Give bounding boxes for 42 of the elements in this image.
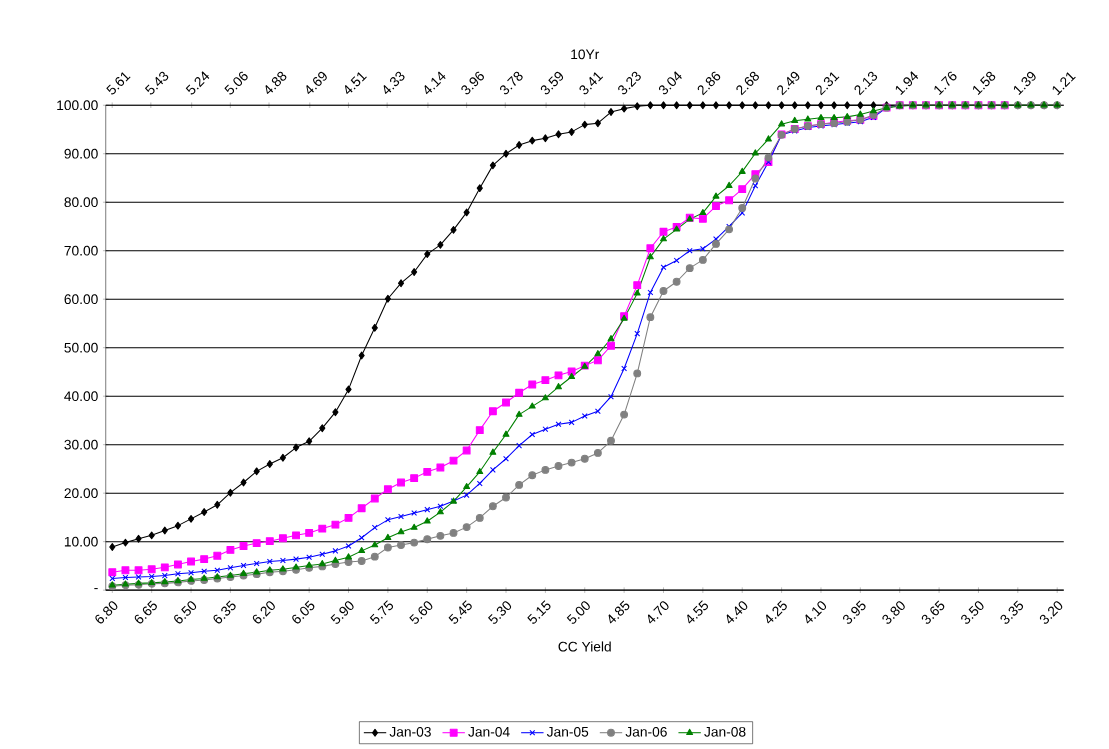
x2-tick-label: 4.51 (344, 72, 367, 95)
y-tick-label: - (94, 588, 98, 590)
legend-label: Jan-05 (546, 727, 589, 737)
x-tick-label: 4.10 (805, 601, 827, 624)
x2-tick-label: 1.39 (1013, 72, 1036, 96)
x-tick-label: 6.50 (174, 601, 197, 624)
y-tick-label: 100.00 (57, 100, 98, 111)
x-tick-label: 6.20 (252, 601, 275, 624)
x-tick-label: 5.00 (566, 601, 590, 625)
y-tick-label: 90.00 (64, 149, 98, 159)
y-tick-label: 80.00 (64, 197, 98, 208)
y-tick-label: 60.00 (64, 294, 98, 305)
y-tick-label: 70.00 (64, 246, 98, 256)
x-axis-title: CC Yield (558, 641, 611, 652)
legend-label: Jan-03 (389, 727, 431, 737)
x-tick-label: 4.40 (726, 601, 748, 624)
x2-tick-label: 2.31 (815, 72, 840, 96)
x2-tick-label: 1.21 (1052, 72, 1076, 96)
y-tick-label: 50.00 (64, 343, 98, 353)
x2-tick-label: 4.69 (306, 72, 327, 95)
x2-axis-title: 10Yr (571, 49, 600, 60)
x2-tick-label: 4.14 (424, 71, 446, 95)
x2-tick-label: 5.61 (106, 72, 131, 95)
x-tick-label: 6.65 (134, 600, 157, 624)
x-tick-label: 4.70 (647, 601, 669, 624)
x2-tick-label: 4.88 (265, 71, 287, 95)
x-tick-label: 5.90 (330, 601, 354, 625)
x2-tick-label: 4.33 (383, 71, 405, 95)
legend-label: Jan-06 (625, 727, 667, 737)
legend-label: Jan-04 (468, 727, 510, 737)
y-tick-label: 40.00 (64, 391, 98, 402)
x-tick-label: 5.60 (409, 601, 433, 625)
x-tick-label: 3.20 (1039, 601, 1063, 625)
x-tick-label: 6.80 (95, 601, 118, 624)
y-tick-label: 30.00 (64, 440, 98, 450)
x2-tick-label: 3.41 (579, 72, 604, 95)
y-tick-label: 10.00 (64, 537, 98, 547)
x-tick-label: 5.30 (488, 601, 512, 625)
x-tick-label: 3.80 (882, 601, 905, 625)
y-tick-label: 20.00 (64, 488, 98, 499)
x-tick-label: 3.50 (961, 601, 984, 625)
legend-label: Jan-08 (704, 727, 746, 737)
